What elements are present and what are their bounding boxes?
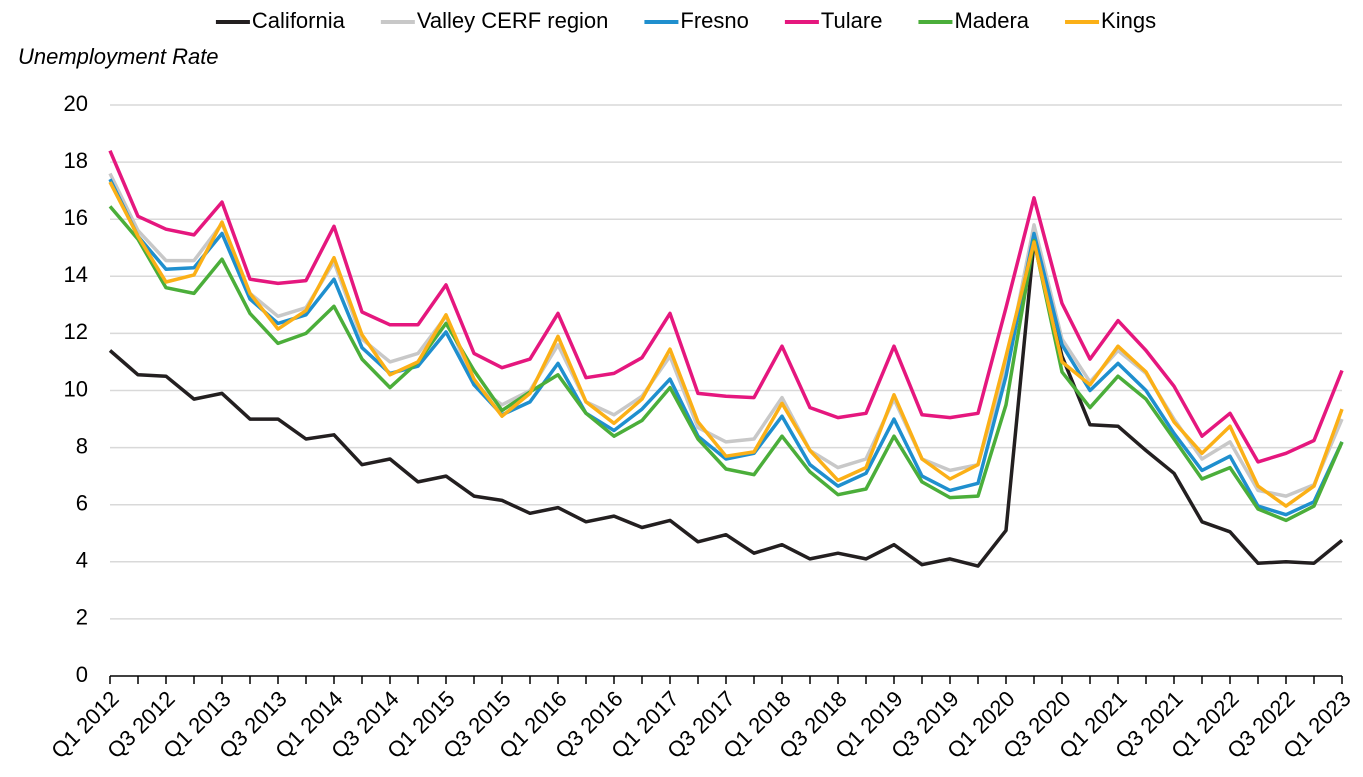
y-tick-label: 0	[76, 662, 88, 687]
legend-label: Fresno	[680, 8, 748, 33]
y-tick-label: 10	[64, 376, 88, 401]
line-series	[108, 181, 1344, 508]
y-tick-label: 16	[64, 205, 88, 230]
legend: California Valley CERF region Fresno Tulare…	[215, 8, 1156, 33]
line-series	[108, 205, 1344, 523]
legend-label: Tulare	[821, 8, 883, 33]
line-series	[108, 178, 1344, 517]
y-tick-label: 4	[76, 548, 88, 573]
y-tick-label: 20	[64, 91, 88, 116]
line-series	[108, 150, 1344, 464]
legend-label: Valley CERF region	[417, 8, 609, 33]
y-tick-label: 8	[76, 433, 88, 458]
legend-label: Kings	[1101, 8, 1156, 33]
y-tick-label: 2	[76, 605, 88, 630]
y-tick-label: 14	[64, 262, 88, 287]
legend-label: California	[252, 8, 346, 33]
y-tick-label: 18	[64, 148, 88, 173]
y-tick-label: 12	[64, 319, 88, 344]
legend-label: Madera	[954, 8, 1029, 33]
line-series	[108, 240, 1344, 568]
y-tick-label: 6	[76, 491, 88, 516]
y-axis-label: Unemployment Rate	[18, 44, 219, 69]
